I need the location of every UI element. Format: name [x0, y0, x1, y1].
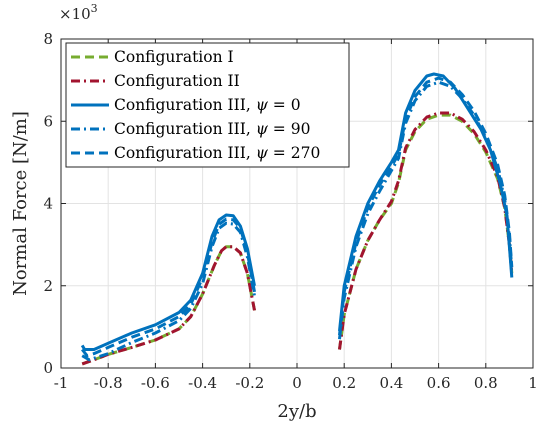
y-tick-label: 6: [43, 112, 53, 130]
legend-entry: Configuration II: [114, 72, 240, 90]
series-line-5: [81, 217, 256, 358]
x-tick-label: 0.2: [332, 374, 356, 392]
x-tick-label: 0.4: [379, 374, 403, 392]
x-tick-label: -0.8: [94, 374, 123, 392]
x-tick-label: -0.2: [235, 374, 264, 392]
x-tick-label: 1: [528, 374, 538, 392]
x-tick-label: -0.4: [188, 374, 217, 392]
series-line-3: [80, 213, 256, 351]
legend-entry: Configuration III, ψ = 270: [114, 144, 320, 162]
y-tick-label: 4: [43, 195, 53, 213]
series-line-2: [81, 245, 256, 366]
y-tick-label: 0: [43, 359, 53, 377]
series-line-4: [338, 80, 514, 340]
legend-entry: Configuration III, ψ = 90: [114, 120, 310, 138]
x-tick-label: 0: [292, 374, 302, 392]
series-lines: [80, 72, 514, 366]
legend-box: [65, 42, 350, 168]
y-axis-multiplier: ×103: [59, 2, 98, 23]
y-axis-label: Normal Force [N/m]: [10, 111, 31, 296]
y-tick-label: 2: [43, 277, 53, 295]
axis-ticks: -1 -0.8 -0.6 -0.4 -0.2 0 0.2 0.4 0.6 0.8 1 0 2 4 6 8: [43, 30, 537, 392]
series-line-5: [338, 76, 514, 336]
x-axis-label: 2y/b: [277, 401, 316, 422]
series-line-3: [338, 72, 514, 332]
x-tick-label: 0.8: [474, 374, 498, 392]
series-line-4: [81, 221, 256, 362]
legend-entry: Configuration III, ψ = 0: [114, 96, 301, 114]
y-tick-label: 8: [43, 30, 53, 48]
series-line-2: [338, 111, 514, 350]
x-tick-label: 0.6: [427, 374, 451, 392]
legend-entry: Configuration I: [114, 48, 234, 66]
x-tick-label: -0.6: [141, 374, 170, 392]
legend: Configuration I Configuration II Configura…: [65, 42, 350, 168]
x-tick-label: -1: [54, 374, 69, 392]
